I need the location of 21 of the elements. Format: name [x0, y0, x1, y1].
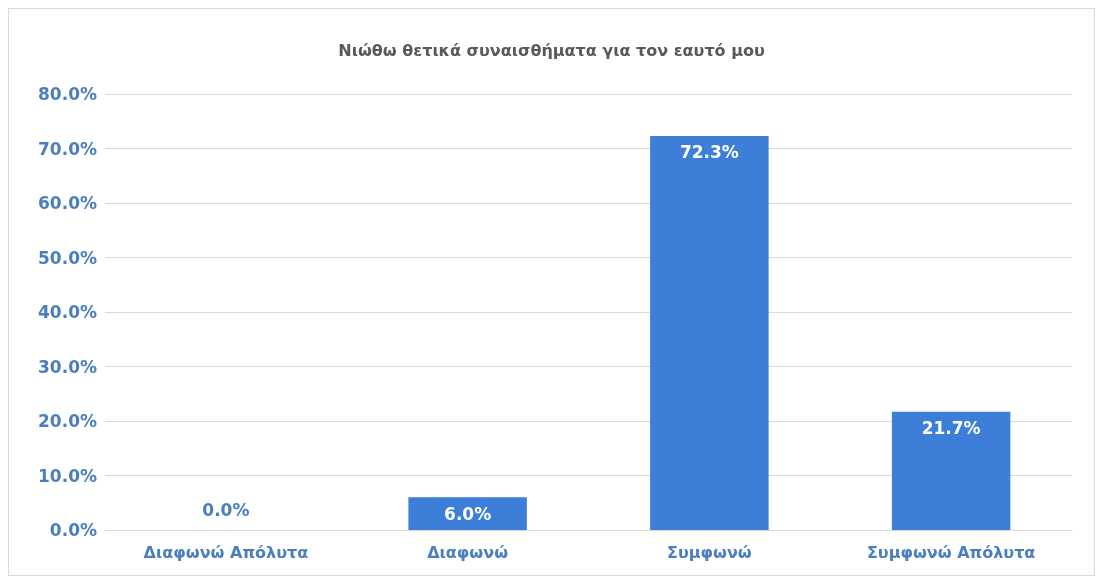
bar: [650, 135, 769, 530]
data-label: 0.0%: [202, 499, 250, 520]
y-tick-label: 80.0%: [38, 84, 97, 104]
y-tick-label: 60.0%: [38, 193, 97, 213]
y-tick-label: 0.0%: [49, 520, 97, 540]
data-label: 21.7%: [921, 418, 981, 439]
x-tick-label: Διαφωνώ: [427, 542, 509, 562]
x-tick-label: Συμφωνώ: [667, 542, 752, 562]
chart-title: Νιώθω θετικά συναισθήματα για τον εαυτό μου: [338, 40, 765, 60]
y-tick-label: 40.0%: [38, 302, 97, 322]
y-tick-label: 30.0%: [38, 356, 97, 377]
y-tick-label: 50.0%: [38, 247, 97, 268]
data-label: 6.0%: [444, 503, 492, 524]
bar: [891, 411, 1011, 530]
x-tick-label: Διαφωνώ Απόλυτα: [143, 542, 309, 562]
y-tick-label: 20.0%: [38, 411, 97, 431]
bar: [408, 497, 527, 530]
x-tick-label: Συμφωνώ Απόλυτα: [866, 542, 1036, 562]
data-label: 72.3%: [679, 142, 739, 163]
y-tick-label: 70.0%: [38, 138, 97, 159]
y-tick-label: 10.0%: [38, 465, 97, 486]
